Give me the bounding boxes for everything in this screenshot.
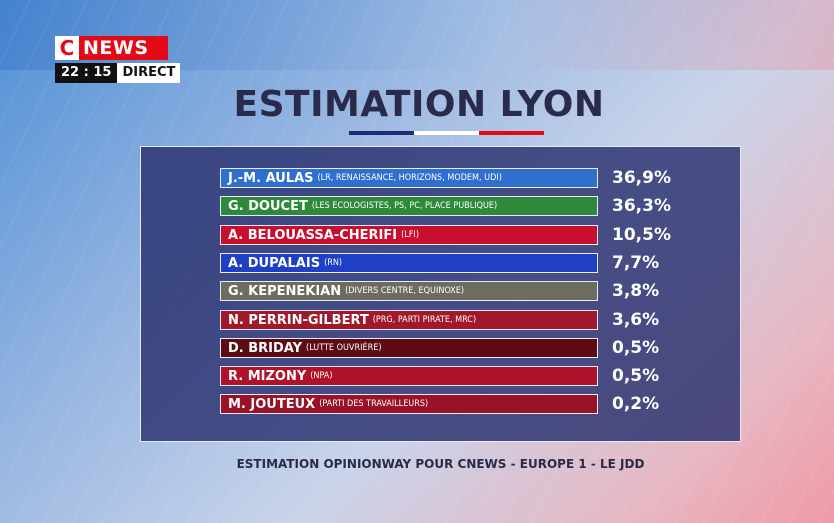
result-row: G. KEPENEKIAN (DIVERS CENTRE, EQUINOXE) 3,… bbox=[220, 281, 659, 301]
result-value: 36,9% bbox=[612, 168, 671, 188]
cnews-logo: C NEWS bbox=[55, 36, 168, 60]
candidate-name: A. BELOUASSA-CHERIFI bbox=[228, 227, 398, 243]
result-value: 7,7% bbox=[612, 253, 660, 273]
result-row: J.-M. AULAS (LR, RENAISSANCE, HORIZONS, M… bbox=[220, 168, 671, 188]
candidate-bar: G. KEPENEKIAN (DIVERS CENTRE, EQUINOXE) bbox=[220, 281, 598, 301]
candidate-name: N. PERRIN-GILBERT bbox=[228, 312, 369, 328]
result-value: 0,2% bbox=[612, 394, 660, 414]
candidate-party: (RN) bbox=[324, 258, 343, 268]
result-row: D. BRIDAY (LUTTE OUVRIÈRE) 0,5% bbox=[220, 338, 659, 358]
candidate-party: (LES ECOLOGISTES, PS, PC, PLACE PUBLIQUE… bbox=[311, 201, 498, 211]
result-row: A. BELOUASSA-CHERIFI (LFI) 10,5% bbox=[220, 225, 671, 245]
flag-red bbox=[479, 131, 544, 135]
candidate-bar: A. BELOUASSA-CHERIFI (LFI) bbox=[220, 225, 598, 245]
candidate-bar: N. PERRIN-GILBERT (PRG, PARTI PIRATE, MRC… bbox=[220, 310, 598, 330]
candidate-name: A. DUPALAIS bbox=[228, 255, 321, 271]
logo-word: NEWS bbox=[83, 37, 149, 59]
result-value: 3,6% bbox=[612, 310, 660, 330]
live-clock: 22 : 15 DIRECT bbox=[55, 63, 181, 83]
candidate-name: R. MIZONY bbox=[228, 368, 307, 384]
tricolor-underline bbox=[349, 131, 544, 135]
result-row: N. PERRIN-GILBERT (PRG, PARTI PIRATE, MRC… bbox=[220, 310, 659, 330]
candidate-name: D. BRIDAY bbox=[228, 340, 303, 356]
source-note: ESTIMATION OPINIONWAY POUR CNEWS - EUROP… bbox=[236, 457, 645, 471]
result-row: M. JOUTEUX (PARTI DES TRAVAILLEURS) 0,2% bbox=[220, 394, 659, 414]
candidate-party: (LFI) bbox=[401, 230, 419, 240]
candidate-bar: M. JOUTEUX (PARTI DES TRAVAILLEURS) bbox=[220, 394, 598, 414]
candidate-party: (PRG, PARTI PIRATE, MRC) bbox=[372, 315, 477, 325]
candidate-bar: R. MIZONY (NPA) bbox=[220, 366, 598, 386]
candidate-bar: J.-M. AULAS (LR, RENAISSANCE, HORIZONS, M… bbox=[220, 168, 598, 188]
result-value: 36,3% bbox=[612, 196, 671, 216]
candidate-name: M. JOUTEUX bbox=[228, 396, 316, 412]
result-row: G. DOUCET (LES ECOLOGISTES, PS, PC, PLACE… bbox=[220, 196, 671, 216]
clock-time: 22 : 15 bbox=[55, 63, 118, 83]
logo-letter: C bbox=[55, 36, 79, 60]
candidate-name: G. KEPENEKIAN bbox=[228, 283, 342, 299]
result-value: 0,5% bbox=[612, 366, 660, 386]
flag-white bbox=[414, 131, 479, 135]
candidate-party: (LR, RENAISSANCE, HORIZONS, MODEM, UDI) bbox=[317, 173, 502, 183]
candidate-party: (NPA) bbox=[310, 371, 333, 381]
result-row: R. MIZONY (NPA) 0,5% bbox=[220, 366, 659, 386]
candidate-bar: G. DOUCET (LES ECOLOGISTES, PS, PC, PLACE… bbox=[220, 196, 598, 216]
candidate-bar: A. DUPALAIS (RN) bbox=[220, 253, 598, 273]
result-value: 10,5% bbox=[612, 225, 671, 245]
chart-title: ESTIMATION LYON bbox=[233, 84, 605, 125]
result-row: A. DUPALAIS (RN) 7,7% bbox=[220, 253, 659, 273]
candidate-party: (DIVERS CENTRE, EQUINOXE) bbox=[345, 286, 465, 296]
candidate-party: (LUTTE OUVRIÈRE) bbox=[306, 343, 382, 353]
result-value: 3,8% bbox=[612, 281, 660, 301]
candidate-name: G. DOUCET bbox=[228, 198, 308, 214]
flag-blue bbox=[349, 131, 414, 135]
result-value: 0,5% bbox=[612, 338, 660, 358]
candidate-party: (PARTI DES TRAVAILLEURS) bbox=[319, 399, 429, 409]
candidate-bar: D. BRIDAY (LUTTE OUVRIÈRE) bbox=[220, 338, 598, 358]
direct-label: DIRECT bbox=[117, 63, 181, 83]
candidate-name: J.-M. AULAS bbox=[228, 170, 314, 186]
